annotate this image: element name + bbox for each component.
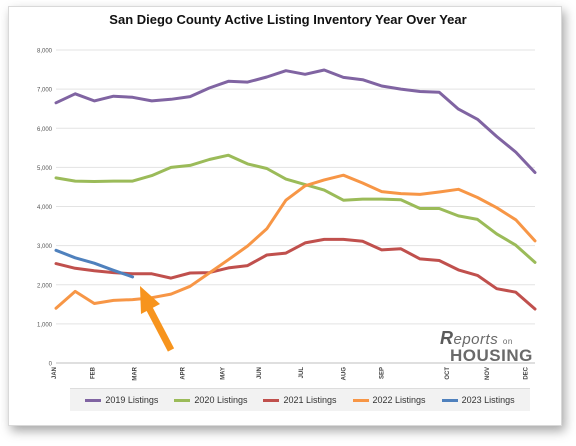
- x-tick-label: AUG: [341, 367, 347, 381]
- x-tick-label: JUL: [299, 367, 305, 379]
- y-tick-label: 6,000: [37, 127, 53, 133]
- series-line-2021-listings: [54, 237, 537, 311]
- logo-word: eports: [453, 331, 499, 348]
- x-tick-label: SEP: [380, 367, 386, 379]
- legend-item: 2019 Listings: [85, 395, 158, 405]
- x-tick-label: APR: [180, 366, 186, 379]
- legend-item: 2020 Listings: [174, 395, 247, 405]
- reports-on-housing-logo: Reports on HOUSING: [440, 328, 540, 366]
- x-tick-label: NOV: [485, 367, 491, 380]
- legend-swatch: [174, 398, 191, 402]
- logo-on: on: [502, 337, 513, 346]
- series-lines: [54, 68, 537, 311]
- legend-item: 2023 Listings: [441, 395, 515, 405]
- y-tick-label: 1,000: [37, 322, 53, 328]
- arrow-shaft: [144, 304, 175, 352]
- legend-swatch: [441, 398, 458, 402]
- y-tick-label: 2,000: [37, 283, 53, 289]
- legend-swatch: [352, 398, 369, 402]
- legend-swatch: [263, 398, 280, 402]
- y-tick-label: 0: [49, 362, 53, 368]
- legend-label: 2019 Listings: [105, 395, 159, 405]
- x-tick-label: JAN: [52, 367, 58, 379]
- logo-housing: HOUSING: [450, 346, 533, 365]
- y-tick-label: 4,000: [37, 205, 53, 211]
- chart-title: San Diego County Active Listing Inventor…: [109, 12, 467, 27]
- grid-lines: [56, 49, 535, 364]
- legend-label: 2020 Listings: [194, 395, 248, 405]
- chart-frame: [8, 6, 562, 426]
- x-tick-label: MAR: [132, 366, 138, 380]
- y-tick-label: 3,000: [37, 244, 53, 250]
- arrow-head: [140, 286, 160, 314]
- chart-legend: 2019 Listings 2020 Listings 2021 Listings 2…: [70, 388, 530, 411]
- legend-label: 2022 Listings: [372, 395, 426, 405]
- y-axis-ticks: 0 1,000 2,000 3,000 4,000 5,000 6,000 7,000 8,00…: [37, 49, 53, 368]
- x-tick-label: JUN: [257, 367, 263, 379]
- logo-letter: R: [440, 328, 454, 348]
- x-axis-ticks: JAN FEB MAR APR MAY JUN JUL AUG SEP OCT NOV DEC: [52, 366, 529, 380]
- y-tick-label: 5,000: [37, 166, 53, 172]
- x-tick-label: MAY: [221, 367, 227, 380]
- legend-item: 2021 Listings: [263, 395, 337, 405]
- x-tick-label: DEC: [523, 366, 529, 379]
- legend-item: 2022 Listings: [352, 395, 426, 405]
- y-tick-label: 8,000: [37, 49, 53, 55]
- annotation-arrow: [140, 286, 175, 352]
- series-line-2019-listings: [54, 68, 537, 174]
- legend-label: 2021 Listings: [283, 395, 337, 405]
- series-line-2022-listings: [54, 173, 537, 310]
- x-tick-label: OCT: [445, 367, 451, 380]
- legend-label: 2023 Listings: [461, 395, 515, 405]
- series-line-2023-listings: [54, 248, 135, 279]
- legend-swatch: [85, 398, 102, 402]
- series-line-2020-listings: [54, 153, 537, 264]
- y-tick-label: 7,000: [37, 88, 53, 94]
- x-tick-label: FEB: [90, 366, 96, 379]
